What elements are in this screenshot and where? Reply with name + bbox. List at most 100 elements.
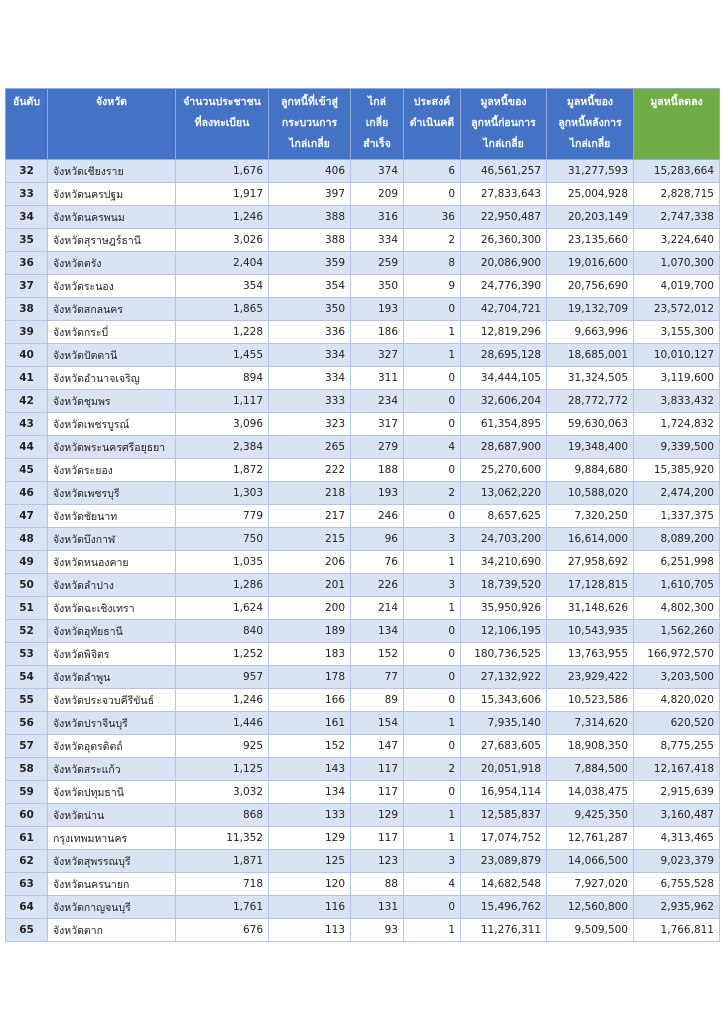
province-cell: จังหวัดพระนครศรีอยุธยา <box>47 435 176 459</box>
number-cell: 31,277,593 <box>546 159 634 183</box>
table-body: 32 จังหวัดเชียงราย 1,676 406 374 6 46,561,257 3… <box>5 159 720 942</box>
table-row: 41 จังหวัดอำนาจเจริญ 894 334 311 0 34,444,105 3… <box>5 366 720 390</box>
table-row: 40 จังหวัดปัตตานี 1,455 334 327 1 28,695,128 18… <box>5 343 720 367</box>
number-cell: 406 <box>268 159 351 183</box>
number-cell: 25,004,928 <box>546 182 634 206</box>
province-cell: จังหวัดนครนายก <box>47 872 176 896</box>
number-cell: 1,871 <box>175 849 269 873</box>
number-cell: 20,051,918 <box>460 757 547 781</box>
number-cell: 152 <box>350 642 404 666</box>
number-cell: 1,035 <box>175 550 269 574</box>
number-cell: 133 <box>268 803 351 827</box>
number-cell: 200 <box>268 596 351 620</box>
number-cell: 1 <box>403 711 461 735</box>
number-cell: 183 <box>268 642 351 666</box>
number-cell: 359 <box>268 251 351 275</box>
number-cell: 327 <box>350 343 404 367</box>
header-text: ลูกหนี้หลังการ <box>558 117 622 129</box>
table-row: 49 จังหวัดหนองคาย 1,035 206 76 1 34,210,690 27,… <box>5 550 720 574</box>
province-cell: จังหวัดกาญจนบุรี <box>47 895 176 919</box>
rank-cell: 46 <box>5 481 48 505</box>
number-cell: 1,562,260 <box>633 619 720 643</box>
number-cell: 88 <box>350 872 404 896</box>
number-cell: 840 <box>175 619 269 643</box>
number-cell: 7,320,250 <box>546 504 634 528</box>
province-cell: จังหวัดสุพรรณบุรี <box>47 849 176 873</box>
number-cell: 18,908,350 <box>546 734 634 758</box>
number-cell: 6 <box>403 159 461 183</box>
number-cell: 117 <box>350 780 404 804</box>
number-cell: 1,761 <box>175 895 269 919</box>
rank-cell: 44 <box>5 435 48 459</box>
number-cell: 3 <box>403 527 461 551</box>
province-cell: จังหวัดนครปฐม <box>47 182 176 206</box>
number-cell: 34,444,105 <box>460 366 547 390</box>
number-cell: 3,833,432 <box>633 389 720 413</box>
table-row: 45 จังหวัดระยอง 1,872 222 188 0 25,270,600 9,88… <box>5 458 720 482</box>
number-cell: 1,455 <box>175 343 269 367</box>
number-cell: 10,523,586 <box>546 688 634 712</box>
number-cell: 166 <box>268 688 351 712</box>
number-cell: 12,819,296 <box>460 320 547 344</box>
table-row: 63 จังหวัดนครนายก 718 120 88 4 14,682,548 7,927… <box>5 872 720 896</box>
number-cell: 0 <box>403 504 461 528</box>
number-cell: 9,663,996 <box>546 320 634 344</box>
header-cell: จำนวนประชาชน ที่ลงทะเบียน <box>175 88 269 160</box>
number-cell: 9,425,350 <box>546 803 634 827</box>
province-cell: จังหวัดปัตตานี <box>47 343 176 367</box>
table-row: 60 จังหวัดน่าน 868 133 129 1 12,585,837 9,425,3… <box>5 803 720 827</box>
header-cell: มูลหนี้ของ ลูกหนี้หลังการ ไกล่เกลี่ย <box>546 88 634 160</box>
number-cell: 334 <box>350 228 404 252</box>
rank-cell: 34 <box>5 205 48 229</box>
rank-cell: 39 <box>5 320 48 344</box>
number-cell: 9,509,500 <box>546 918 634 942</box>
header-text: อันดับ <box>13 96 40 108</box>
number-cell: 354 <box>175 274 269 298</box>
number-cell: 3,203,500 <box>633 665 720 689</box>
number-cell: 178 <box>268 665 351 689</box>
number-cell: 925 <box>175 734 269 758</box>
number-cell: 2,828,715 <box>633 182 720 206</box>
rank-cell: 42 <box>5 389 48 413</box>
table-row: 34 จังหวัดนครพนม 1,246 388 316 36 22,950,487 20… <box>5 205 720 229</box>
province-cell: จังหวัดน่าน <box>47 803 176 827</box>
rank-cell: 64 <box>5 895 48 919</box>
rank-cell: 45 <box>5 458 48 482</box>
number-cell: 333 <box>268 389 351 413</box>
number-cell: 6,755,528 <box>633 872 720 896</box>
number-cell: 9,023,379 <box>633 849 720 873</box>
table-row: 54 จังหวัดลำพูน 957 178 77 0 27,132,922 23,929,… <box>5 665 720 689</box>
number-cell: 0 <box>403 780 461 804</box>
province-cell: จังหวัดหนองคาย <box>47 550 176 574</box>
header-text: สำเร็จ <box>363 138 391 150</box>
province-cell: จังหวัดอุทัยธานี <box>47 619 176 643</box>
header-text: ลูกหนี้ที่เข้าสู่ <box>281 96 338 108</box>
table-row: 65 จังหวัดตาก 676 113 93 1 11,276,311 9,509,500… <box>5 918 720 942</box>
number-cell: 117 <box>350 826 404 850</box>
number-cell: 31,148,626 <box>546 596 634 620</box>
rank-cell: 37 <box>5 274 48 298</box>
number-cell: 28,772,772 <box>546 389 634 413</box>
header-text: มูลหนี้ลดลง <box>650 96 703 108</box>
number-cell: 134 <box>268 780 351 804</box>
number-cell: 166,972,570 <box>633 642 720 666</box>
number-cell: 2,747,338 <box>633 205 720 229</box>
number-cell: 0 <box>403 642 461 666</box>
number-cell: 620,520 <box>633 711 720 735</box>
header-text: กระบวนการ <box>281 117 338 129</box>
number-cell: 59,630,063 <box>546 412 634 436</box>
number-cell: 7,935,140 <box>460 711 547 735</box>
number-cell: 18,685,001 <box>546 343 634 367</box>
table-row: 61 กรุงเทพมหานคร 11,352 129 117 1 17,074,752 12… <box>5 826 720 850</box>
table-row: 39 จังหวัดกระบี่ 1,228 336 186 1 12,819,296 9,6… <box>5 320 720 344</box>
province-cell: จังหวัดอำนาจเจริญ <box>47 366 176 390</box>
number-cell: 334 <box>268 366 351 390</box>
table-row: 56 จังหวัดปราจีนบุรี 1,446 161 154 1 7,935,140… <box>5 711 720 735</box>
number-cell: 1,446 <box>175 711 269 735</box>
number-cell: 323 <box>268 412 351 436</box>
number-cell: 1 <box>403 343 461 367</box>
number-cell: 1,865 <box>175 297 269 321</box>
number-cell: 147 <box>350 734 404 758</box>
number-cell: 14,066,500 <box>546 849 634 873</box>
